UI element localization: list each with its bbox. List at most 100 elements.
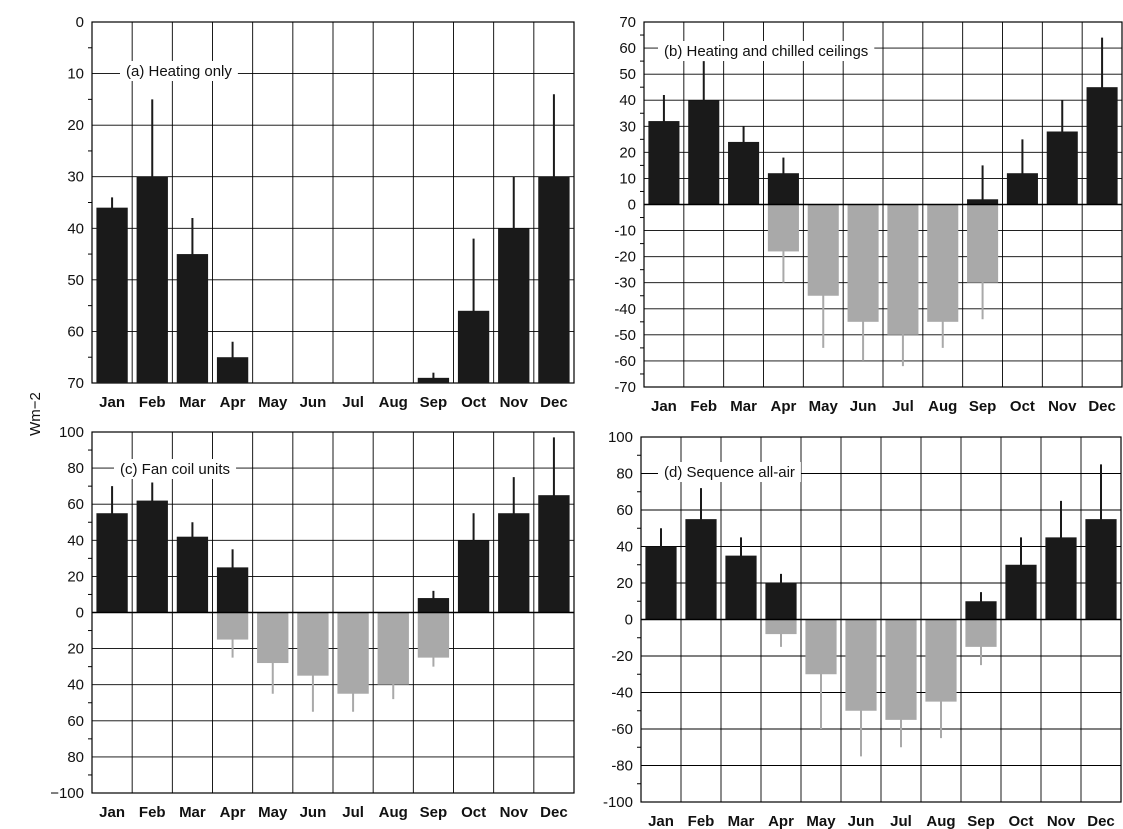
x-tick-label: Oct bbox=[1010, 398, 1035, 415]
x-tick-label: Sep bbox=[967, 813, 995, 829]
x-tick-label: Mar bbox=[179, 804, 206, 821]
x-tick-label: Mar bbox=[730, 398, 757, 415]
x-tick-label: Nov bbox=[1047, 813, 1076, 829]
y-tick-label: 40 bbox=[619, 92, 636, 109]
y-tick-label: 20 bbox=[67, 568, 84, 585]
y-tick-label: 100 bbox=[59, 424, 84, 441]
x-tick-label: Jun bbox=[300, 394, 327, 411]
x-tick-label: May bbox=[809, 398, 839, 415]
y-tick-label: -80 bbox=[611, 758, 633, 775]
y-tick-label: -60 bbox=[614, 353, 636, 370]
y-tick-label: 20 bbox=[67, 641, 84, 658]
y-tick-label: 80 bbox=[67, 749, 84, 766]
title-background bbox=[120, 61, 238, 81]
x-tick-label: Aug bbox=[379, 804, 408, 821]
y-tick-label: -70 bbox=[614, 379, 636, 396]
y-tick-label: -100 bbox=[603, 794, 633, 811]
x-tick-label: Apr bbox=[220, 394, 246, 411]
x-tick-label: Jul bbox=[890, 813, 912, 829]
x-tick-label: Jul bbox=[342, 394, 364, 411]
x-tick-label: Mar bbox=[179, 394, 206, 411]
title-background bbox=[114, 459, 237, 479]
y-tick-label: 70 bbox=[67, 375, 84, 392]
y-tick-label: 30 bbox=[67, 169, 84, 186]
y-tick-label: 80 bbox=[616, 466, 633, 483]
y-axis-label: Wm−2 bbox=[27, 392, 44, 436]
x-tick-label: Nov bbox=[500, 394, 529, 411]
x-tick-label: Apr bbox=[768, 813, 794, 829]
y-tick-label: 20 bbox=[616, 575, 633, 592]
y-tick-label: 20 bbox=[67, 117, 84, 134]
title-background bbox=[658, 462, 801, 482]
x-tick-label: Aug bbox=[928, 398, 957, 415]
y-tick-label: 50 bbox=[619, 66, 636, 83]
y-tick-label: 60 bbox=[67, 713, 84, 730]
y-tick-label: 60 bbox=[616, 502, 633, 519]
y-tick-label: -20 bbox=[614, 249, 636, 266]
x-tick-label: Jun bbox=[300, 804, 327, 821]
y-tick-label: 10 bbox=[619, 170, 636, 187]
x-tick-label: Apr bbox=[770, 398, 796, 415]
x-tick-label: Dec bbox=[1088, 398, 1116, 415]
x-tick-label: Oct bbox=[1008, 813, 1033, 829]
x-tick-label: Apr bbox=[220, 804, 246, 821]
y-tick-label: −100 bbox=[50, 785, 84, 802]
y-tick-label: 10 bbox=[67, 66, 84, 83]
y-tick-label: 0 bbox=[76, 14, 84, 31]
y-tick-label: -40 bbox=[614, 301, 636, 318]
panel-title: (a) Heating only bbox=[126, 63, 232, 80]
x-tick-label: May bbox=[258, 804, 288, 821]
panel-title: (d) Sequence all-air bbox=[664, 464, 795, 481]
x-tick-label: Feb bbox=[688, 813, 715, 829]
y-tick-label: 40 bbox=[67, 220, 84, 237]
x-tick-label: Dec bbox=[540, 394, 568, 411]
title-background bbox=[658, 41, 875, 61]
x-tick-label: Sep bbox=[420, 394, 448, 411]
x-tick-label: Mar bbox=[728, 813, 755, 829]
x-tick-label: Feb bbox=[690, 398, 717, 415]
panel-heating-chilled-ceilings: Dec 70 60 50 40 30 20 10 0 -10 -20 -30 -40 -50 -60 -70… bbox=[614, 14, 1123, 415]
y-tick-label: -10 bbox=[614, 223, 636, 240]
x-tick-label: Feb bbox=[139, 394, 166, 411]
x-tick-label: May bbox=[258, 394, 288, 411]
x-tick-label: Oct bbox=[461, 394, 486, 411]
x-tick-label: May bbox=[806, 813, 836, 829]
y-tick-label: -60 bbox=[611, 721, 633, 738]
x-tick-label: Jan bbox=[648, 813, 674, 829]
y-tick-label: 40 bbox=[616, 539, 633, 556]
x-tick-label: Oct bbox=[461, 804, 486, 821]
y-tick-label: 0 bbox=[625, 612, 633, 629]
y-tick-label: -20 bbox=[611, 648, 633, 665]
y-tick-label: 60 bbox=[67, 496, 84, 513]
x-tick-label: Nov bbox=[500, 804, 529, 821]
y-tick-label: 70 bbox=[619, 14, 636, 31]
y-tick-label: 0 bbox=[628, 197, 636, 214]
x-tick-label: Sep bbox=[969, 398, 997, 415]
x-tick-label: Aug bbox=[926, 813, 955, 829]
y-tick-label: 60 bbox=[67, 323, 84, 340]
y-tick-label: 40 bbox=[67, 677, 84, 694]
x-tick-label: Dec bbox=[1087, 813, 1115, 829]
x-tick-label: Aug bbox=[379, 394, 408, 411]
y-tick-label: -50 bbox=[614, 327, 636, 344]
x-tick-label: Jun bbox=[848, 813, 875, 829]
x-tick-label: Jul bbox=[892, 398, 914, 415]
y-tick-label: -30 bbox=[614, 275, 636, 292]
x-tick-label: Feb bbox=[139, 804, 166, 821]
x-tick-label: Jan bbox=[99, 394, 125, 411]
panel-heating-only: Dec 0 10 20 30 40 50 60 70 Jan Feb Mar Apr May Jun Jul… bbox=[67, 14, 575, 411]
panel-sequence-all-air: Dec 100 80 60 40 20 0 -20 -40 -60 -80 -100 Jan Feb Ma… bbox=[603, 429, 1122, 829]
x-tick-label: Nov bbox=[1048, 398, 1077, 415]
x-tick-label: Dec bbox=[540, 804, 568, 821]
y-tick-label: 30 bbox=[619, 118, 636, 135]
y-tick-label: 0 bbox=[76, 605, 84, 622]
panel-title: (c) Fan coil units bbox=[120, 461, 230, 478]
x-tick-label: Jun bbox=[850, 398, 877, 415]
x-tick-label: Sep bbox=[420, 804, 448, 821]
x-tick-label: Jul bbox=[342, 804, 364, 821]
x-tick-label: Jan bbox=[99, 804, 125, 821]
panel-fan-coil-units: Dec 100 80 60 40 20 0 20 40 60 80 −100 Jan Feb Mar Apr… bbox=[50, 424, 575, 821]
y-tick-label: 100 bbox=[608, 429, 633, 446]
y-tick-label: 20 bbox=[619, 144, 636, 161]
